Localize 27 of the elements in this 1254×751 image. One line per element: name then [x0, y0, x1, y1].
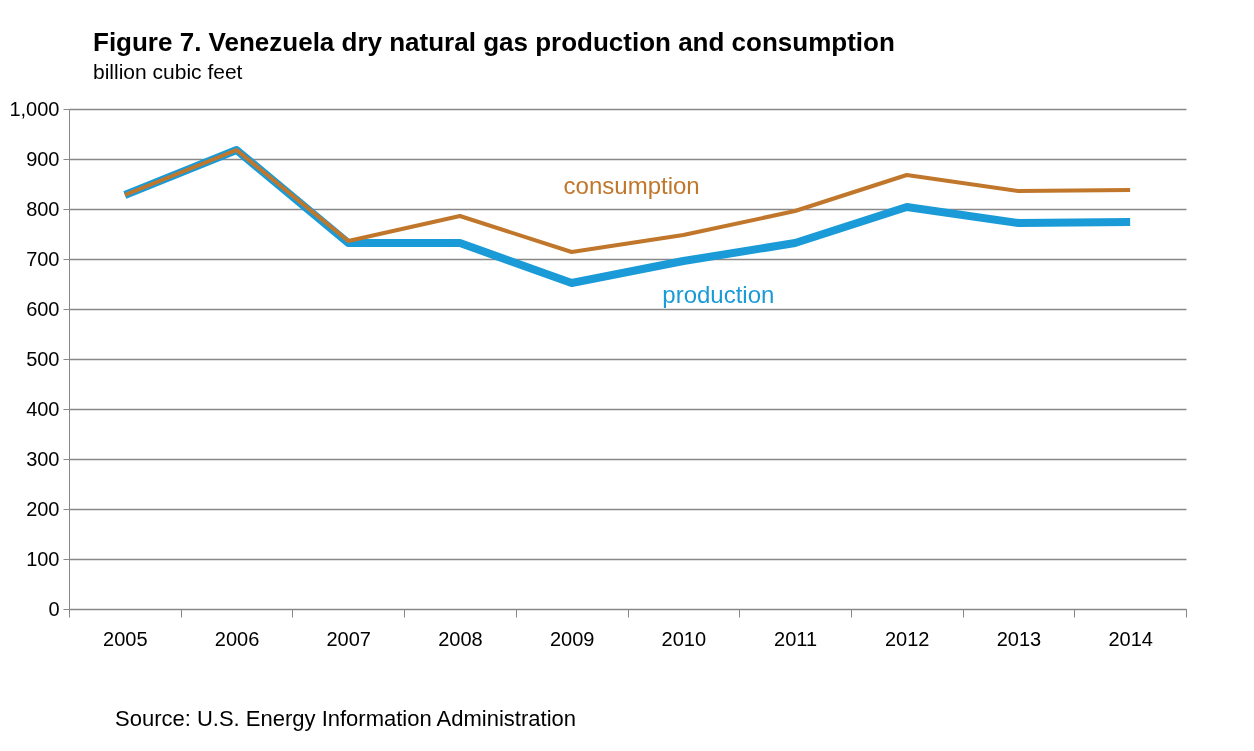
y-tick-label: 100 — [26, 547, 60, 570]
x-tick-label: 2005 — [103, 627, 148, 650]
y-tick-label: 800 — [26, 197, 60, 220]
y-tick-label: 1,000 — [9, 97, 60, 120]
source-note: Source: U.S. Energy Information Administration — [115, 706, 576, 732]
series-label: production — [662, 281, 775, 308]
x-tick-label: 2006 — [214, 627, 260, 650]
x-tick-label: 2013 — [996, 627, 1042, 650]
x-tick-label: 2010 — [661, 627, 707, 650]
chart-subtitle: billion cubic feet — [93, 60, 243, 83]
x-tick-label: 2008 — [438, 627, 483, 650]
y-tick-label: 200 — [26, 497, 60, 520]
x-tick-label: 2014 — [1108, 627, 1153, 650]
y-tick-label: 300 — [26, 447, 60, 470]
x-tick-label: 2012 — [885, 627, 930, 650]
series-label: consumption — [563, 172, 700, 199]
y-tick-label: 0 — [48, 597, 60, 620]
y-tick-label: 700 — [26, 247, 60, 270]
y-tick-label: 500 — [26, 347, 60, 370]
chart-title: Figure 7. Venezuela dry natural gas production and consumption — [93, 27, 895, 57]
y-tick-label: 600 — [26, 297, 60, 320]
x-tick-label: 2009 — [549, 627, 595, 650]
x-tick-label: 2011 — [774, 627, 818, 650]
y-tick-label: 400 — [26, 397, 60, 420]
y-tick-label: 900 — [26, 147, 60, 170]
x-tick-label: 2007 — [326, 627, 371, 650]
line-series — [122, 148, 1133, 254]
